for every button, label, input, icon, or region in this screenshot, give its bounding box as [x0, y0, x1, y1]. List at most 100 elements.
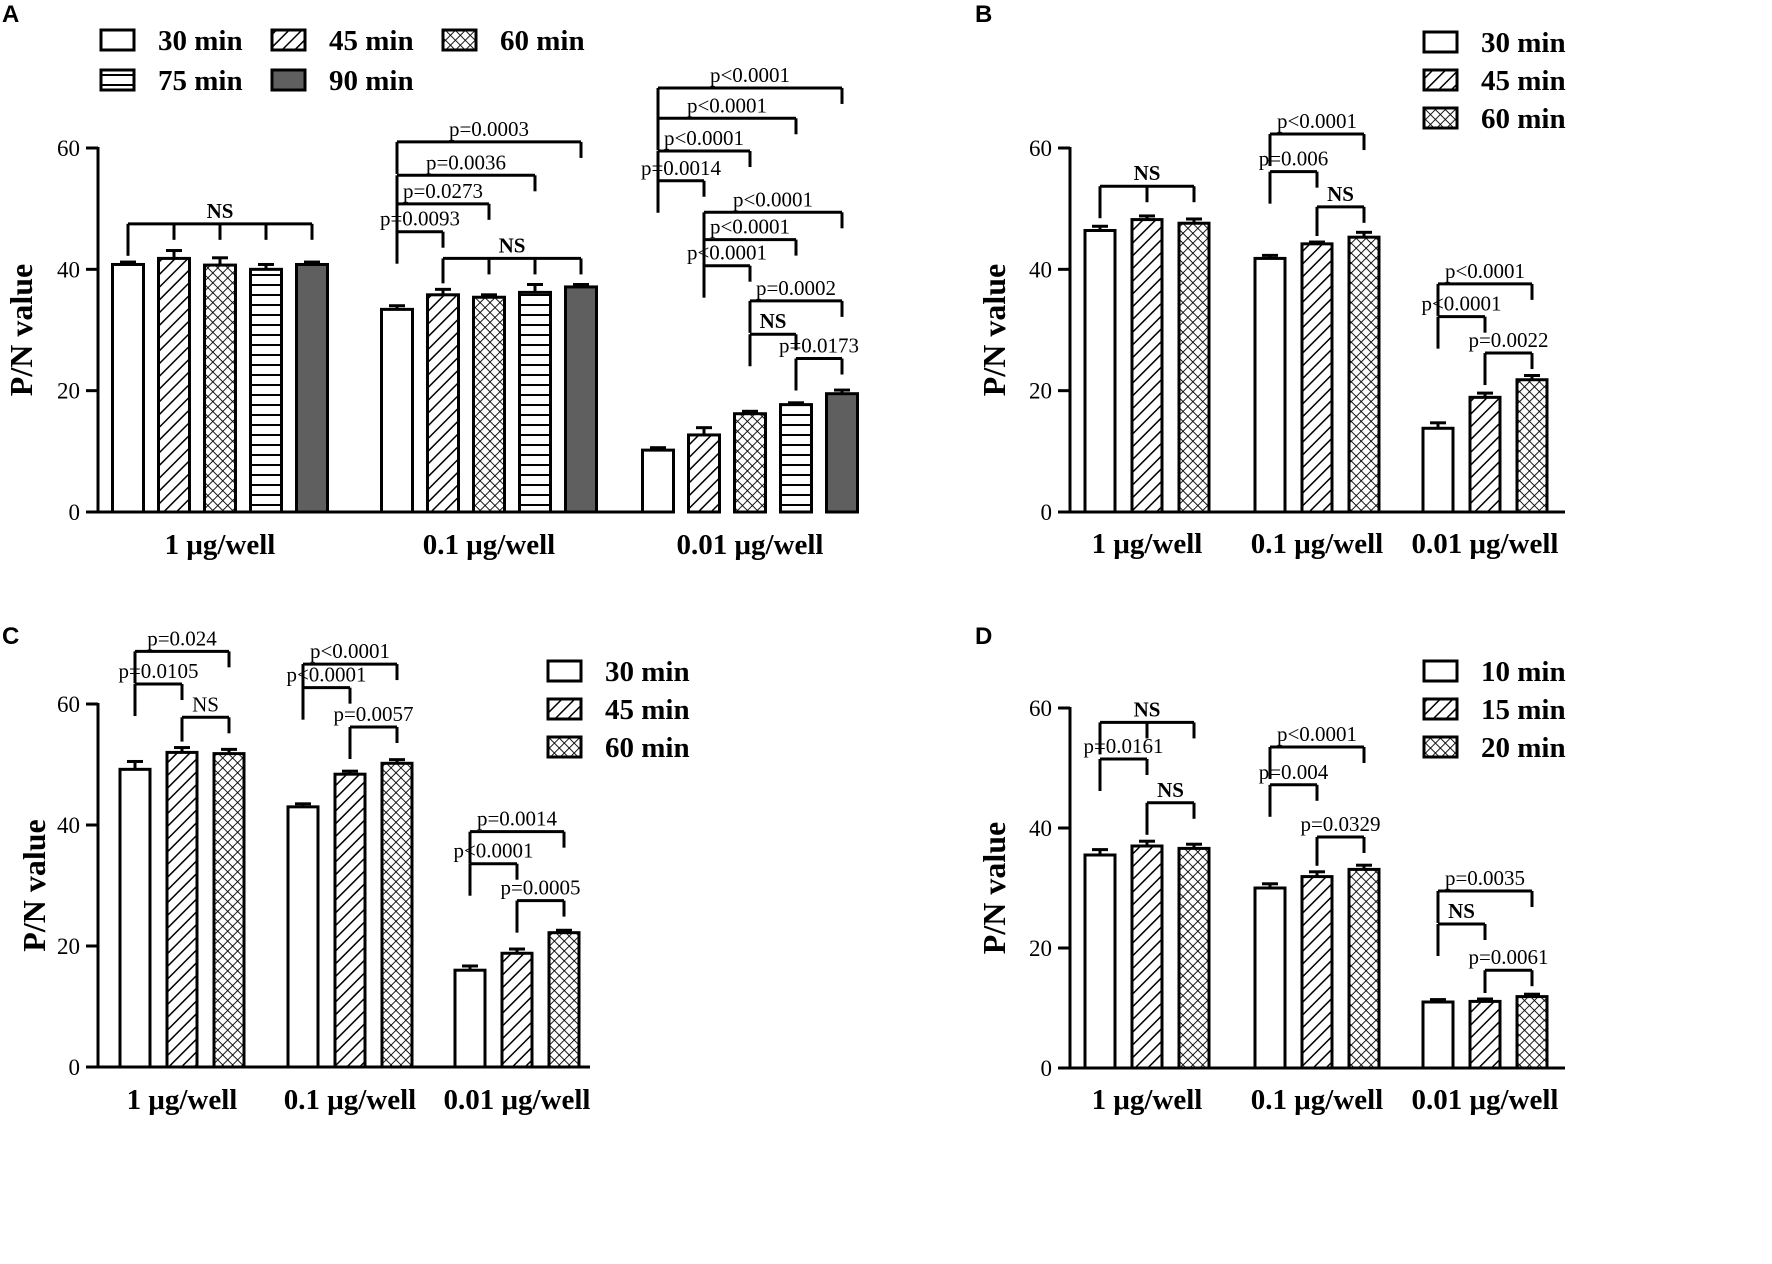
- significance-label: p=0.024: [147, 626, 217, 650]
- bar: [165, 750, 199, 1069]
- legend-swatch: [1422, 68, 1459, 92]
- legend-label: 15 min: [1481, 694, 1566, 726]
- significance-label: p=0.0329: [1300, 812, 1380, 836]
- y-tick-label: 60: [57, 692, 80, 717]
- legend-swatch: [1422, 659, 1459, 683]
- significance-label: p=0.0057: [333, 702, 413, 726]
- legend-label: 75 min: [158, 65, 243, 97]
- significance-label: p=0.0014: [477, 807, 558, 831]
- panel-label: C: [2, 623, 19, 650]
- bar: [1177, 846, 1211, 1070]
- x-category-label: 0.1 μg/well: [1251, 1084, 1383, 1116]
- significance-label: p<0.0001: [310, 639, 390, 663]
- significance-label: p=0.0022: [1468, 328, 1548, 352]
- bar: [1347, 235, 1381, 514]
- significance-label: NS: [1157, 778, 1184, 802]
- legend-label: 20 min: [1481, 732, 1566, 764]
- bar: [380, 761, 414, 1069]
- y-tick-label: 60: [1029, 696, 1052, 721]
- x-category-label: 0.1 μg/well: [423, 529, 555, 561]
- y-axis-title: P/N value: [16, 819, 52, 951]
- bar: [333, 772, 367, 1069]
- legend-label: 60 min: [1481, 103, 1566, 135]
- x-category-label: 0.1 μg/well: [284, 1084, 416, 1116]
- x-category-label: 0.01 μg/well: [1412, 528, 1559, 560]
- legend-swatch: [1422, 697, 1459, 721]
- significance-label: NS: [1327, 182, 1354, 206]
- bar: [1515, 378, 1549, 514]
- bar: [212, 752, 246, 1069]
- bar: [1421, 426, 1455, 514]
- legend-label: 45 min: [1481, 65, 1566, 97]
- bar: [203, 263, 237, 514]
- bar: [1300, 875, 1334, 1070]
- y-tick-label: 40: [57, 813, 80, 838]
- significance-label: NS: [760, 309, 787, 333]
- significance-label: NS: [192, 692, 219, 716]
- significance-label: p<0.0001: [286, 663, 366, 687]
- x-category-label: 0.01 μg/well: [677, 529, 824, 561]
- legend-swatch: [1422, 30, 1459, 54]
- legend-swatch: [1422, 735, 1459, 759]
- bar: [1421, 1000, 1455, 1070]
- bar: [1253, 256, 1287, 514]
- bar: [286, 805, 320, 1069]
- x-category-label: 1 μg/well: [1092, 528, 1203, 560]
- significance-label: NS: [499, 233, 526, 257]
- bar: [453, 968, 487, 1069]
- x-category-label: 0.01 μg/well: [444, 1084, 591, 1116]
- significance-label: NS: [1134, 161, 1161, 185]
- significance-label: p<0.0001: [710, 215, 790, 239]
- significance-label: p<0.0001: [664, 126, 744, 150]
- y-tick-label: 40: [1029, 257, 1052, 282]
- x-category-label: 0.01 μg/well: [1412, 1084, 1559, 1116]
- significance-label: p=0.0093: [380, 207, 460, 231]
- significance-label: NS: [1134, 697, 1161, 721]
- panel-c: C 0 20 40 60 P/N value 1 μg/well 0.1 μg/well 0.0…: [2, 623, 690, 1116]
- bar: [779, 403, 813, 514]
- legend-swatch: [441, 28, 478, 52]
- panel-a: A 0 20 40 60 P/N value 1 μg/well 0.1 μg/well 0.0…: [2, 1, 859, 561]
- significance-label: p<0.0001: [1277, 722, 1357, 746]
- significance-label: NS: [207, 199, 234, 223]
- x-category-label: 1 μg/well: [1092, 1084, 1203, 1116]
- significance-label: p=0.0105: [118, 659, 198, 683]
- bar: [295, 262, 329, 514]
- legend-swatch: [99, 28, 136, 52]
- bar: [547, 931, 581, 1069]
- legend-swatch: [1422, 106, 1459, 130]
- bar: [1083, 229, 1117, 514]
- x-category-label: 0.1 μg/well: [1251, 528, 1383, 560]
- y-tick-label: 60: [57, 136, 80, 161]
- y-axis-title: P/N value: [976, 264, 1012, 396]
- bar: [1347, 867, 1381, 1070]
- y-tick-label: 0: [1041, 1056, 1053, 1081]
- bar: [1468, 999, 1502, 1070]
- bar: [118, 767, 152, 1069]
- panel-d: D 0 20 40 60 P/N value 1 μg/well 0.1 μg/well 0.0…: [975, 623, 1566, 1116]
- y-tick-label: 0: [69, 500, 81, 525]
- panel-label: D: [975, 623, 992, 650]
- significance-label: NS: [1448, 899, 1475, 923]
- legend-label: 45 min: [605, 694, 690, 726]
- legend-swatch: [546, 659, 583, 683]
- bar: [1130, 844, 1164, 1070]
- legend-label: 60 min: [500, 25, 585, 57]
- legend-label: 45 min: [329, 25, 414, 57]
- significance-label: p=0.0005: [500, 876, 580, 900]
- significance-label: p=0.0173: [779, 334, 859, 358]
- y-tick-label: 20: [57, 379, 80, 404]
- y-tick-label: 0: [69, 1055, 81, 1080]
- legend-swatch: [546, 735, 583, 759]
- x-category-label: 1 μg/well: [165, 529, 276, 561]
- bar: [1253, 886, 1287, 1070]
- significance-label: p<0.0001: [733, 187, 813, 211]
- legend-label: 30 min: [158, 25, 243, 57]
- bar: [380, 307, 414, 514]
- legend-swatch: [270, 28, 307, 52]
- bar: [1300, 242, 1334, 514]
- significance-label: p=0.0014: [641, 156, 722, 180]
- significance-label: p=0.0035: [1445, 866, 1525, 890]
- y-tick-label: 40: [57, 257, 80, 282]
